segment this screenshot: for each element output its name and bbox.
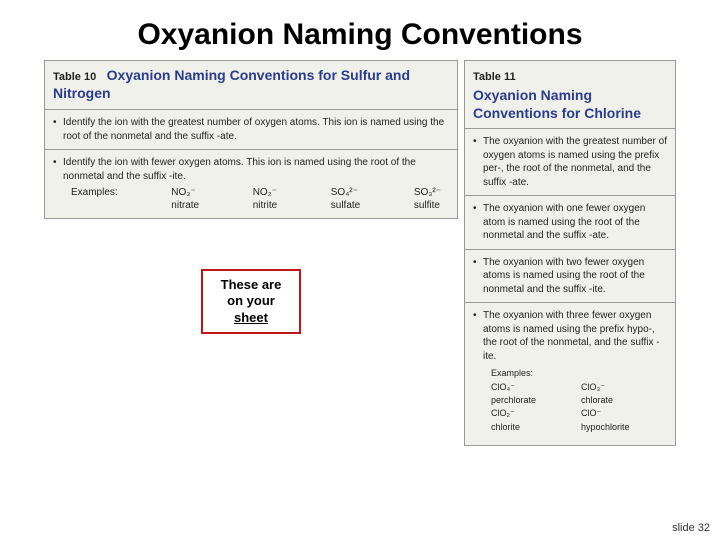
table-11-row-1: • The oxyanion with the greatest number … xyxy=(465,129,675,196)
ex-formula: ClO₄⁻ xyxy=(491,381,569,393)
bullet-icon: • xyxy=(53,116,63,143)
ex-formula: ClO₃⁻ xyxy=(581,381,659,393)
examples-label: Examples: xyxy=(71,187,118,212)
table-10-number: Table 10 xyxy=(53,71,96,83)
ex-name: sulfate xyxy=(331,200,360,213)
table-11-row-1-text: The oxyanion with the greatest number of… xyxy=(483,135,667,189)
ex-name: nitrite xyxy=(253,200,277,213)
bullet-icon: • xyxy=(473,309,483,363)
table-10-row-2: • Identify the ion with fewer oxygen ato… xyxy=(45,150,457,218)
ex-name: chlorate xyxy=(581,394,659,406)
bullet-icon: • xyxy=(53,156,63,183)
ex-formula: ClO⁻ xyxy=(581,407,659,419)
ex-name: perchlorate xyxy=(491,394,569,406)
ex-formula: SO₄²⁻ xyxy=(331,187,360,200)
table-11-row-4: • The oxyanion with three fewer oxygen a… xyxy=(465,303,675,445)
ex-name: chlorite xyxy=(491,421,569,433)
ex-name: hypochlorite xyxy=(581,421,659,433)
ex-formula: NO₃⁻ xyxy=(171,187,199,200)
table-10-header: Table 10 Oxyanion Naming Conventions for… xyxy=(45,61,457,110)
table-10: Table 10 Oxyanion Naming Conventions for… xyxy=(44,60,458,219)
callout-line-3: sheet xyxy=(221,310,282,326)
table-11-row-4-text: The oxyanion with three fewer oxygen ato… xyxy=(483,309,667,363)
ex-formula: NO₂⁻ xyxy=(253,187,277,200)
ex-name: nitrate xyxy=(171,200,199,213)
bullet-icon: • xyxy=(473,256,483,297)
table-11-title: Oxyanion Naming Conventions for Chlorine xyxy=(473,87,667,122)
slide-number: slide 32 xyxy=(672,522,710,534)
callout-box: These are on your sheet xyxy=(201,269,302,334)
examples-label: Examples: xyxy=(491,367,659,379)
content-row: Table 10 Oxyanion Naming Conventions for… xyxy=(0,60,720,446)
table-10-row-1: • Identify the ion with the greatest num… xyxy=(45,110,457,150)
table-11-row-3: • The oxyanion with two fewer oxygen ato… xyxy=(465,250,675,304)
table-10-row-2-text: Identify the ion with fewer oxygen atoms… xyxy=(63,156,449,183)
bullet-icon: • xyxy=(473,135,483,189)
left-column: Table 10 Oxyanion Naming Conventions for… xyxy=(44,60,458,334)
table-11: Table 11 Oxyanion Naming Conventions for… xyxy=(464,60,676,446)
ex-formula: ClO₂⁻ xyxy=(491,407,569,419)
table-11-header: Table 11 Oxyanion Naming Conventions for… xyxy=(465,61,675,129)
callout-wrap: These are on your sheet xyxy=(44,269,458,334)
callout-line-2: on your xyxy=(221,293,282,309)
ex-name: sulfite xyxy=(414,200,441,213)
table-11-row-3-text: The oxyanion with two fewer oxygen atoms… xyxy=(483,256,667,297)
table-10-examples: Examples: NO₃⁻ nitrate NO₂⁻ nitrite SO₄²… xyxy=(53,183,449,212)
page-title: Oxyanion Naming Conventions xyxy=(0,0,720,60)
callout-line-1: These are xyxy=(221,277,282,293)
table-11-row-2-text: The oxyanion with one fewer oxygen atom … xyxy=(483,202,667,243)
ex-formula: SO₃²⁻ xyxy=(414,187,441,200)
table-10-row-1-text: Identify the ion with the greatest numbe… xyxy=(63,116,449,143)
table-11-number: Table 11 xyxy=(473,71,516,83)
right-column: Table 11 Oxyanion Naming Conventions for… xyxy=(464,60,676,446)
bullet-icon: • xyxy=(473,202,483,243)
table-11-row-2: • The oxyanion with one fewer oxygen ato… xyxy=(465,196,675,250)
table-10-title: Oxyanion Naming Conventions for Sulfur a… xyxy=(53,67,410,101)
table-11-examples: Examples: ClO₄⁻ ClO₃⁻ perchlorate chlora… xyxy=(473,363,667,439)
